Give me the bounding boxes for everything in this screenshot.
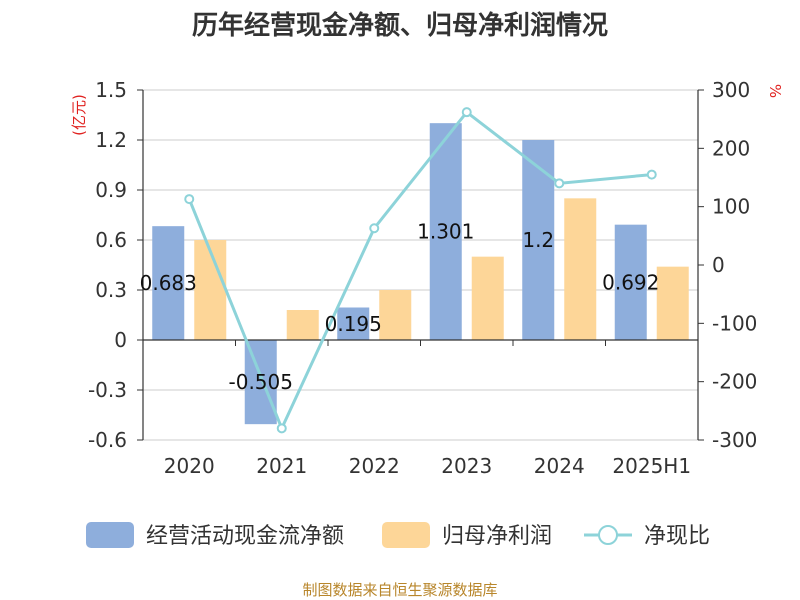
category-label: 2022 [349,454,400,478]
cash-flow-data-label: 1.2 [522,228,554,252]
category-label: 2021 [256,454,307,478]
ratio-point [369,223,380,234]
ratio-point [184,194,195,205]
legend-label-cash-flow: 经营活动现金流净额 [146,524,344,549]
cash-flow-bar [337,307,370,340]
right-tick-label: 100 [712,195,750,219]
left-tick-label: 0.9 [95,178,127,202]
chart-title: 历年经营现金净额、归母净利润情况 [192,10,608,41]
category-label: 2024 [534,454,585,478]
category-label: 2023 [441,454,492,478]
right-tick-label: 200 [712,136,750,160]
right-tick-label: -300 [712,428,757,452]
category-label: 2020 [164,454,215,478]
right-tick-label: 300 [712,78,750,102]
cash-flow-data-label: 0.692 [602,270,659,294]
cash-flow-bar [522,140,555,340]
right-axis-unit: % [766,84,784,98]
category-label: 2025H1 [612,454,691,478]
ratio-point [554,178,565,189]
right-tick-label: -200 [712,370,757,394]
cash-flow-data-label: 0.683 [140,271,197,295]
net-profit-bar [194,240,227,340]
left-axis-unit: (亿元) [70,94,88,136]
cash-flow-data-label: -0.505 [229,370,293,394]
legend: 经营活动现金流净额 归母净利润 净现比 [86,522,710,549]
legend-label-net-profit: 归母净利润 [442,524,552,549]
net-profit-bar [379,290,412,340]
ratio-point [461,107,472,118]
legend-swatch-net-profit [382,522,430,548]
left-tick-label: -0.6 [88,428,127,452]
bars [152,123,689,425]
left-tick-label: 1.2 [95,128,127,152]
left-tick-label: 0.3 [95,278,127,302]
cash-flow-bar [429,123,462,341]
source-note: 制图数据来自恒生聚源数据库 [302,581,497,599]
legend-label-ratio: 净现比 [644,524,710,549]
net-profit-bar [564,198,597,340]
cash-flow-bar [614,224,647,340]
cash-flow-data-label: 0.195 [325,312,382,336]
right-tick-label: -100 [712,311,757,335]
left-tick-label: -0.3 [88,378,127,402]
cash-flow-bar [244,340,277,425]
axes: 1.5 1.2 0.9 0.6 0.3 0 -0.3 -0.6 300 200 100 0 -100 -2… [88,78,757,478]
left-tick-label: 0 [114,328,127,352]
left-tick-label: 0.6 [95,228,127,252]
cash-flow-bar [152,226,185,340]
legend-swatch-marker [598,525,618,545]
ratio-line [184,107,657,434]
left-tick-label: 1.5 [95,78,127,102]
net-profit-bar [286,310,319,340]
ratio-point [276,423,287,434]
net-profit-bar [471,256,504,340]
data-labels: 0.683 -0.505 0.195 1.301 1.2 0.692 [140,220,660,395]
legend-swatch-cash-flow [86,522,134,548]
right-tick-label: 0 [712,253,725,277]
ratio-polyline [187,110,652,433]
ratio-point [646,169,657,180]
net-profit-bar [656,266,689,340]
cash-flow-data-label: 1.301 [417,220,474,244]
